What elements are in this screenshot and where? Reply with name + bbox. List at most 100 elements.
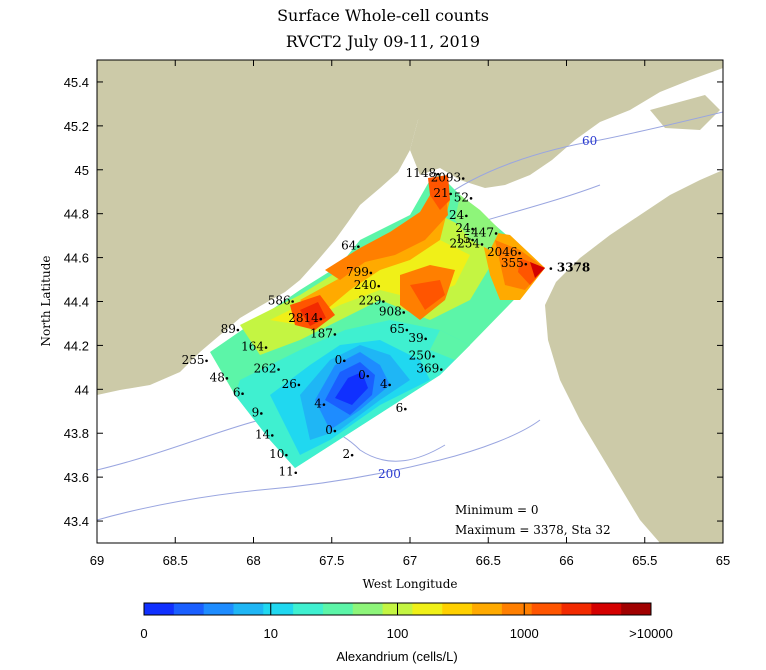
station-dot: [277, 368, 280, 371]
station-dot: [436, 172, 440, 176]
station-value-label: 26: [282, 377, 297, 391]
colorbar-swatch: [472, 603, 503, 615]
station-dot: [424, 337, 427, 341]
station-dot: [382, 300, 385, 303]
station-value-label: 6: [233, 386, 241, 400]
station-dot: [241, 392, 244, 396]
colorbar-swatch: [561, 603, 592, 615]
colorbar-swatch: [412, 603, 443, 615]
minimum-text: Minimum = 0: [455, 503, 539, 517]
station-value-label: 908: [379, 304, 402, 318]
map-title: Surface Whole-cell counts: [277, 6, 489, 25]
x-tick-label: 66.5: [476, 553, 501, 568]
station-value-label: 187: [310, 326, 333, 340]
station-dot: [205, 359, 208, 363]
station-value-label: 4: [380, 377, 388, 391]
x-axis-title: West Longitude: [362, 577, 457, 591]
colorbar-label: Alexandrium (cells/L): [336, 649, 457, 664]
station-dot: [549, 267, 553, 270]
station-dot: [440, 368, 443, 371]
station-value-label: 1148: [406, 166, 437, 180]
station-value-label: 2046: [487, 245, 518, 259]
station-value-label: 0: [325, 423, 333, 437]
station-value-label: 10: [269, 447, 284, 461]
land-maine: [97, 60, 430, 395]
station-value-label: 250: [409, 348, 432, 362]
colorbar-swatch: [293, 603, 324, 615]
station-dot: [285, 453, 288, 457]
station-dot: [405, 328, 409, 332]
colorbar-tick-label: 1000: [510, 626, 539, 641]
map-subtitle: RVCT2 July 09-11, 2019: [285, 32, 481, 51]
colorbar-swatch: [233, 603, 264, 615]
station-value-label: 21: [433, 186, 448, 200]
station-dot: [388, 383, 391, 387]
y-tick-label: 45: [75, 163, 89, 178]
station-dot: [369, 271, 373, 275]
station-value-label: 2254: [449, 236, 480, 250]
x-tick-label: 69: [90, 553, 104, 568]
station-value-label: 355: [501, 256, 524, 270]
contour-label-60: 60: [582, 134, 597, 148]
station-value-label: 15: [455, 232, 470, 246]
station-value-label: 14: [255, 427, 271, 441]
maximum-text: Maximum = 3378, Sta 32: [455, 523, 611, 537]
colorbar: [144, 603, 652, 615]
station-value-label: 0: [335, 353, 343, 367]
colorbar-swatch: [173, 603, 205, 615]
y-tick-label: 44.6: [64, 251, 89, 266]
y-tick-label: 44.4: [64, 295, 89, 310]
station-dot: [465, 214, 468, 218]
station-value-label: 3378: [557, 261, 590, 275]
colorbar-swatch: [501, 603, 533, 615]
station-dot: [322, 403, 326, 406]
station-dot: [518, 251, 521, 255]
station-value-label: 164: [241, 340, 264, 354]
y-tick-label: 43.8: [64, 426, 89, 441]
station-value-label: 11: [278, 465, 293, 479]
concentration-field: [210, 175, 545, 468]
station-dot: [333, 333, 337, 336]
x-tick-label: 68: [246, 553, 260, 568]
x-tick-label: 67: [403, 553, 417, 568]
colorbar-swatch: [352, 603, 384, 615]
station-value-label: 64: [341, 239, 357, 253]
station-value-label: 52: [454, 190, 469, 204]
station-dot: [297, 383, 301, 387]
station-value-label: 369: [416, 362, 439, 376]
colorbar-tick-label: 0: [140, 626, 147, 641]
station-value-label: 89: [221, 322, 236, 336]
colorbar-swatch: [591, 603, 622, 615]
contour-label-200: 200: [378, 467, 401, 481]
y-tick-label: 43.4: [64, 514, 89, 529]
x-axis: 69 68.5 68 67.5 67 66.5 66 65.5 65: [90, 60, 730, 568]
station-dot: [236, 328, 240, 332]
station-value-label: 24: [449, 208, 465, 222]
station-value-label: 229: [358, 294, 381, 308]
colorbar-swatch: [263, 603, 294, 615]
colorbar-ticks: 0 10 100 1000 >10000: [140, 603, 673, 641]
y-tick-label: 44: [75, 382, 89, 397]
station-value-label: 65: [390, 322, 405, 336]
station-dot: [264, 346, 268, 349]
land-new-brunswick: [410, 60, 723, 188]
x-tick-label: 65: [716, 553, 730, 568]
station-value-label: 2814: [288, 311, 319, 325]
station-dot: [449, 192, 452, 196]
station-value-label: 39: [408, 331, 423, 345]
x-tick-label: 68.5: [163, 553, 188, 568]
station-value-label: 48: [210, 370, 225, 384]
station-value-label: 799: [346, 265, 369, 279]
y-tick-label: 45.4: [64, 75, 89, 90]
station-dot: [270, 434, 274, 437]
colorbar-tick-label: 100: [387, 626, 409, 641]
y-axis-title: North Latitude: [39, 256, 53, 347]
station-dot: [357, 245, 360, 248]
station-markers: [205, 172, 553, 475]
station-value-label: 586: [268, 294, 291, 308]
station-dot: [294, 471, 298, 475]
station-dot: [319, 317, 323, 321]
station-dot: [461, 177, 465, 180]
